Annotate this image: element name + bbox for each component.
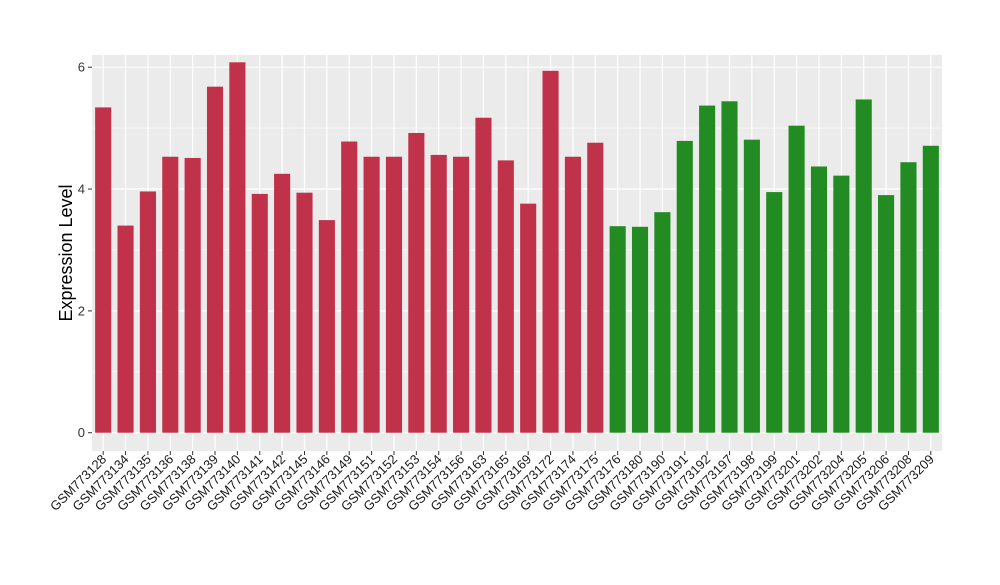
bar-GSM773154 [430, 154, 447, 433]
bar-GSM773206 [878, 195, 895, 433]
bar-GSM773134 [117, 225, 134, 433]
bar-GSM773152 [385, 156, 403, 433]
bar-GSM773149 [341, 141, 358, 433]
bar-GSM773202 [810, 166, 828, 433]
bar-GSM773191 [676, 140, 693, 433]
y-tick-label: 2 [78, 303, 85, 318]
bar-GSM773199 [766, 192, 783, 433]
bar-GSM773142 [274, 173, 291, 433]
bar-GSM773136 [162, 156, 179, 433]
y-tick-label: 4 [78, 182, 85, 197]
bar-GSM773140 [229, 62, 246, 433]
bar-GSM773141 [251, 193, 268, 433]
bar-GSM773201 [788, 125, 805, 433]
bar-GSM773175 [587, 142, 604, 433]
x-axis: GSM773128GSM773134GSM773135GSM773136GSM7… [47, 451, 937, 514]
bar-GSM773135 [139, 191, 156, 433]
bar-GSM773145 [296, 192, 313, 433]
bar-GSM773208 [900, 162, 917, 433]
bar-GSM773204 [833, 175, 850, 433]
bar-GSM773151 [363, 156, 380, 433]
y-tick-label: 0 [78, 425, 85, 440]
y-tick-label: 6 [78, 60, 85, 75]
bar-GSM773153 [408, 132, 425, 433]
bars [95, 62, 939, 433]
bar-GSM773156 [453, 156, 470, 433]
bar-GSM773192 [699, 105, 716, 433]
bar-GSM773198 [743, 139, 760, 433]
bar-GSM773190 [654, 212, 671, 433]
bar-GSM773180 [631, 226, 649, 433]
y-axis: 0 2 4 6 [78, 60, 92, 440]
bar-GSM773163 [475, 117, 492, 433]
bar-GSM773139 [206, 86, 224, 433]
bar-GSM773176 [609, 226, 626, 433]
bar-GSM773169 [520, 203, 537, 433]
bar-GSM773209 [922, 145, 939, 433]
bar-GSM773174 [564, 156, 581, 433]
bar-GSM773165 [497, 160, 514, 433]
bar-GSM773128 [95, 107, 112, 433]
bar-GSM773172 [542, 70, 559, 433]
bar-GSM773197 [721, 101, 738, 433]
bar-GSM773146 [318, 220, 335, 433]
y-axis-label: Expression Level [56, 184, 76, 321]
bar-GSM773138 [184, 157, 201, 433]
bar-GSM773205 [855, 99, 872, 433]
